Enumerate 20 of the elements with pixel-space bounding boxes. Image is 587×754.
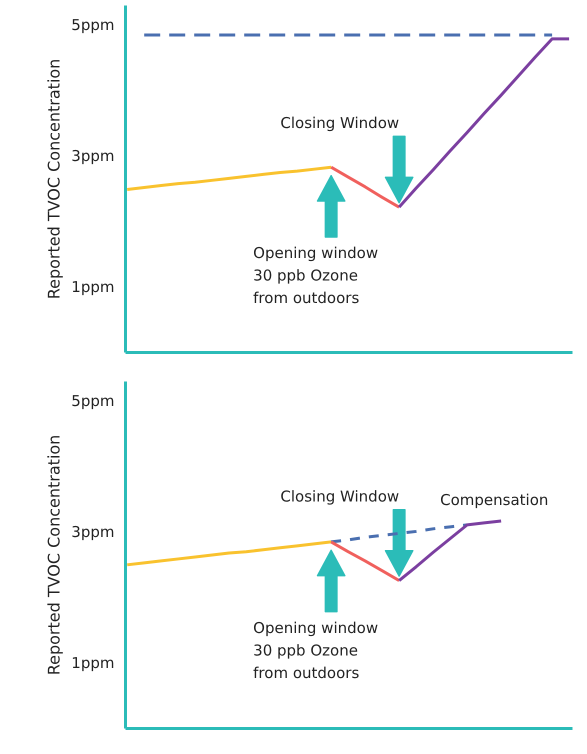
y-tick-label: 3ppm — [71, 147, 115, 166]
annotation: Opening window 30 ppb Ozone from outdoors — [253, 618, 378, 682]
annotation: Closing Window — [280, 114, 400, 132]
y-tick-label: 5ppm — [71, 392, 115, 410]
y-axis-title: Reported TVOC Concentration — [44, 58, 64, 300]
line-series — [398, 519, 503, 582]
y-tick-label: 1ppm — [71, 278, 115, 296]
line-series — [126, 166, 333, 191]
line-series — [330, 540, 401, 582]
annotation: Opening window 30 ppb Ozone from outdoors — [253, 244, 378, 308]
annotation: Closing Window — [280, 488, 400, 506]
y-tick-label: 5ppm — [71, 16, 115, 34]
line-series — [330, 166, 401, 209]
y-tick-label: 3ppm — [71, 523, 115, 542]
y-tick-label: 1ppm — [71, 654, 115, 672]
line-series — [126, 540, 333, 566]
y-axis-title: Reported TVOC Concentration — [44, 434, 64, 676]
line-series — [398, 37, 571, 209]
annotation: Compensation — [440, 490, 548, 509]
line-series — [330, 523, 469, 544]
